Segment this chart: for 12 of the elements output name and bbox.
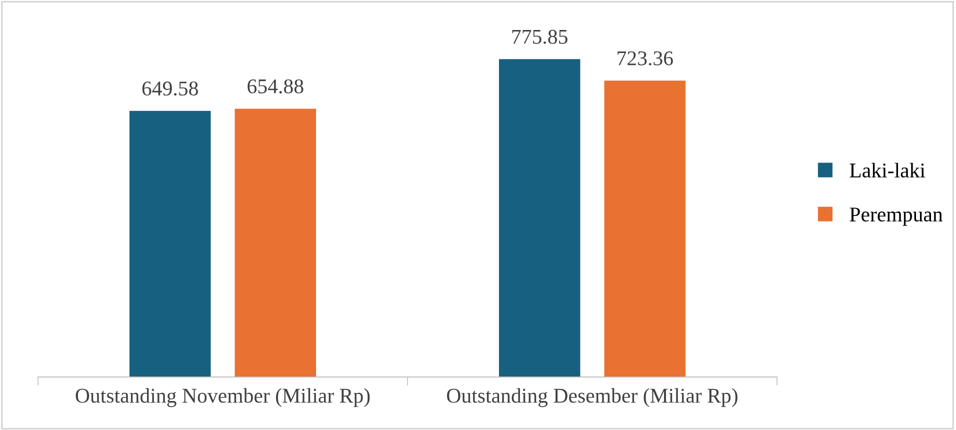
bar — [604, 80, 686, 377]
data-label: 775.85 — [512, 30, 568, 44]
bar — [498, 59, 580, 377]
x-tick-label: Outstanding Desember (Miliar Rp) — [447, 388, 738, 408]
legend-label: Perempuan — [850, 208, 943, 226]
legend-label: Laki-laki — [850, 162, 926, 178]
x-tick-label: Outstanding November (Miliar Rp) — [76, 388, 370, 408]
data-label: 649.58 — [142, 82, 198, 96]
data-label: 654.88 — [248, 79, 304, 94]
data-label: 723.36 — [618, 51, 673, 66]
bar — [129, 110, 211, 377]
bar — [234, 108, 316, 377]
